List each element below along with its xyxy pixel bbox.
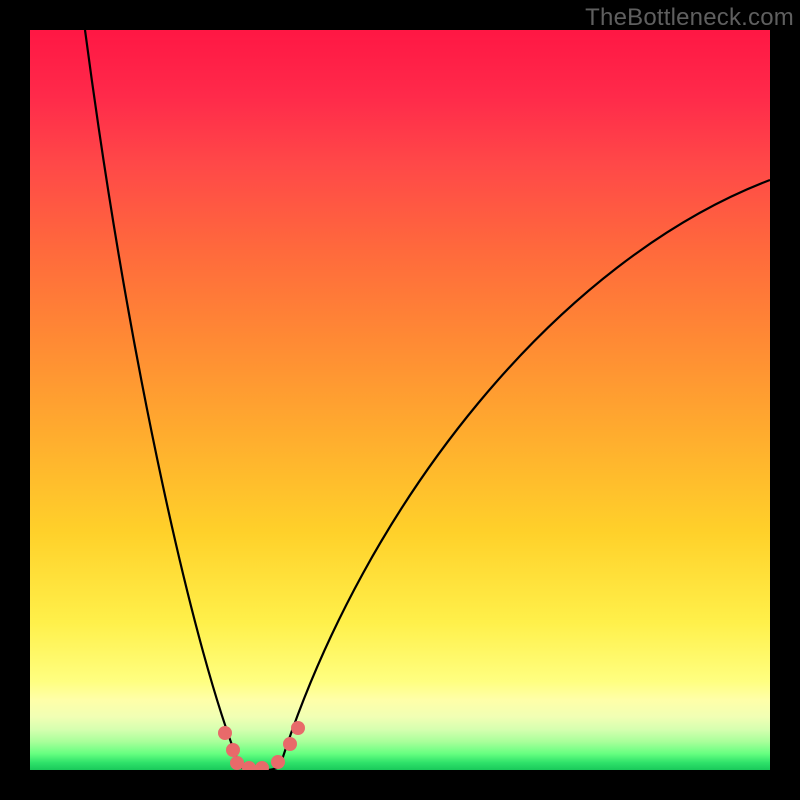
curve-marker-dot [255, 761, 269, 770]
curve-marker-dot [226, 743, 240, 757]
bottleneck-curve [30, 30, 770, 770]
curve-marker-dot [242, 761, 256, 770]
curve-marker-dot [271, 755, 285, 769]
watermark-text: TheBottleneck.com [585, 4, 794, 32]
plot-area [30, 30, 770, 770]
curve-marker-dot [283, 737, 297, 751]
curve-marker-dot [218, 726, 232, 740]
outer-frame: TheBottleneck.com [0, 0, 800, 800]
curve-marker-dot [291, 721, 305, 735]
